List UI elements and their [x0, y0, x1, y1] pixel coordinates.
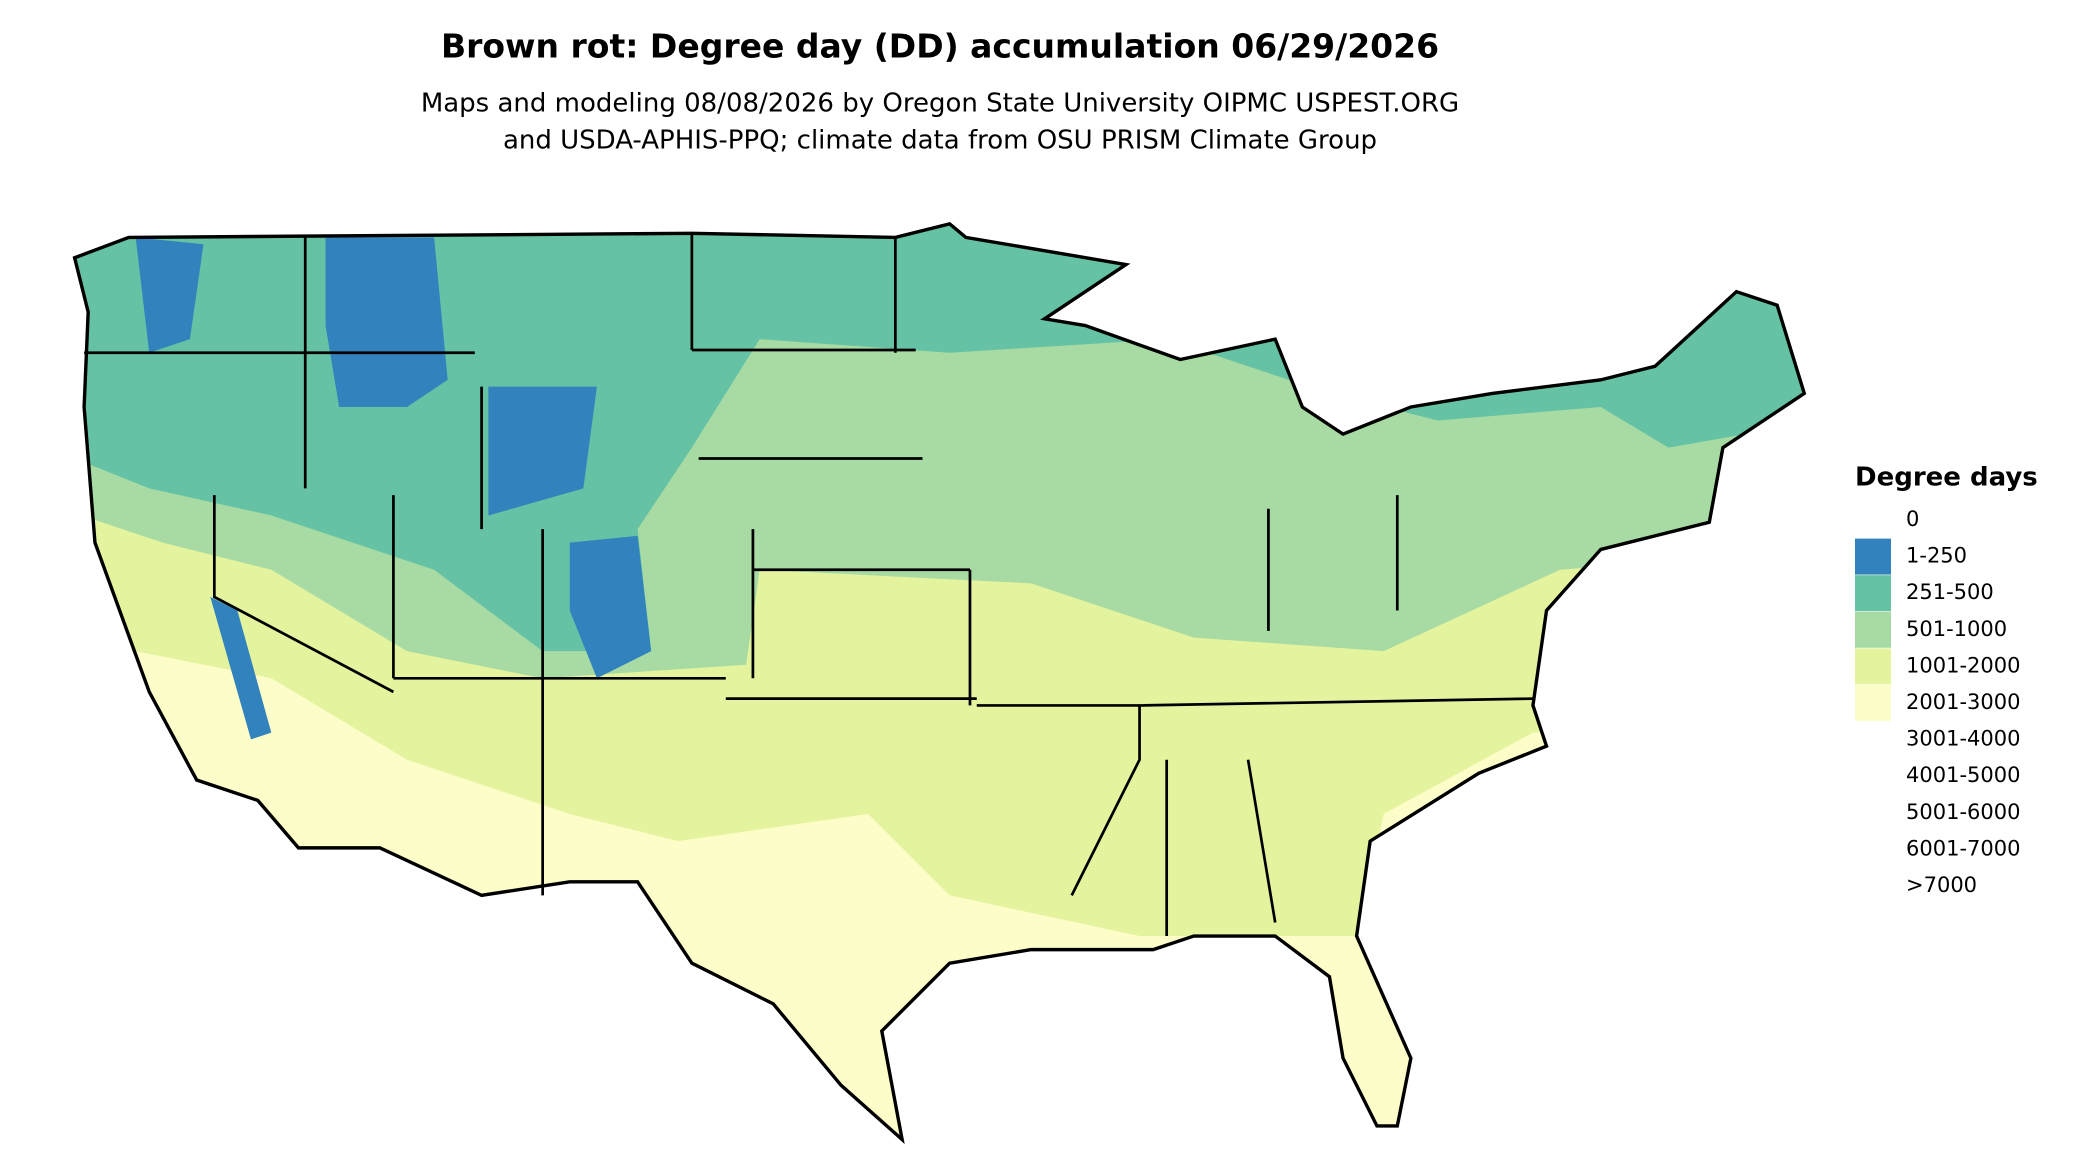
map-subtitle: and USDA-APHIS-PPQ; climate data from OS…: [503, 126, 1377, 156]
legend-label: 5001-6000: [1906, 800, 2020, 824]
zone-251-500: [74, 223, 1805, 652]
legend-swatch: [1855, 575, 1891, 612]
legend-swatch: [1855, 611, 1891, 648]
zone-1-250: [135, 237, 652, 740]
legend-swatch: [1855, 721, 1891, 758]
legend-label: 6001-7000: [1906, 836, 2020, 860]
legend-title: Degree days: [1855, 463, 2038, 493]
legend-label: 251-500: [1906, 580, 1994, 604]
legend-label: 0: [1906, 507, 1919, 531]
legend-swatch: [1855, 868, 1891, 904]
legend-swatch: [1855, 502, 1891, 538]
legend-label: 1001-2000: [1906, 653, 2020, 677]
legend: 0 1-250 251-500 501-1000 1001-2000 2001-3000 3…: [1855, 502, 2020, 904]
map-subtitle: Maps and modeling 08/08/2026 by Oregon S…: [421, 89, 1459, 119]
legend-label: 501-1000: [1906, 617, 2007, 641]
legend-swatch: [1855, 758, 1891, 795]
legend-label: 2001-3000: [1906, 690, 2020, 714]
legend-swatch: [1855, 794, 1891, 831]
legend-label: >7000: [1906, 873, 1977, 897]
us-map: [72, 222, 1806, 1142]
map-title: Brown rot: Degree day (DD) accumulation …: [441, 27, 1439, 66]
legend-label: 1-250: [1906, 544, 1967, 568]
legend-label: 3001-4000: [1906, 727, 2020, 751]
state-borders: [84, 233, 1533, 937]
legend-swatch: [1855, 648, 1891, 685]
legend-swatch: [1855, 685, 1891, 721]
legend-swatch: [1855, 831, 1891, 868]
legend-label: 4001-5000: [1906, 763, 2020, 787]
legend-swatch: [1855, 538, 1891, 575]
